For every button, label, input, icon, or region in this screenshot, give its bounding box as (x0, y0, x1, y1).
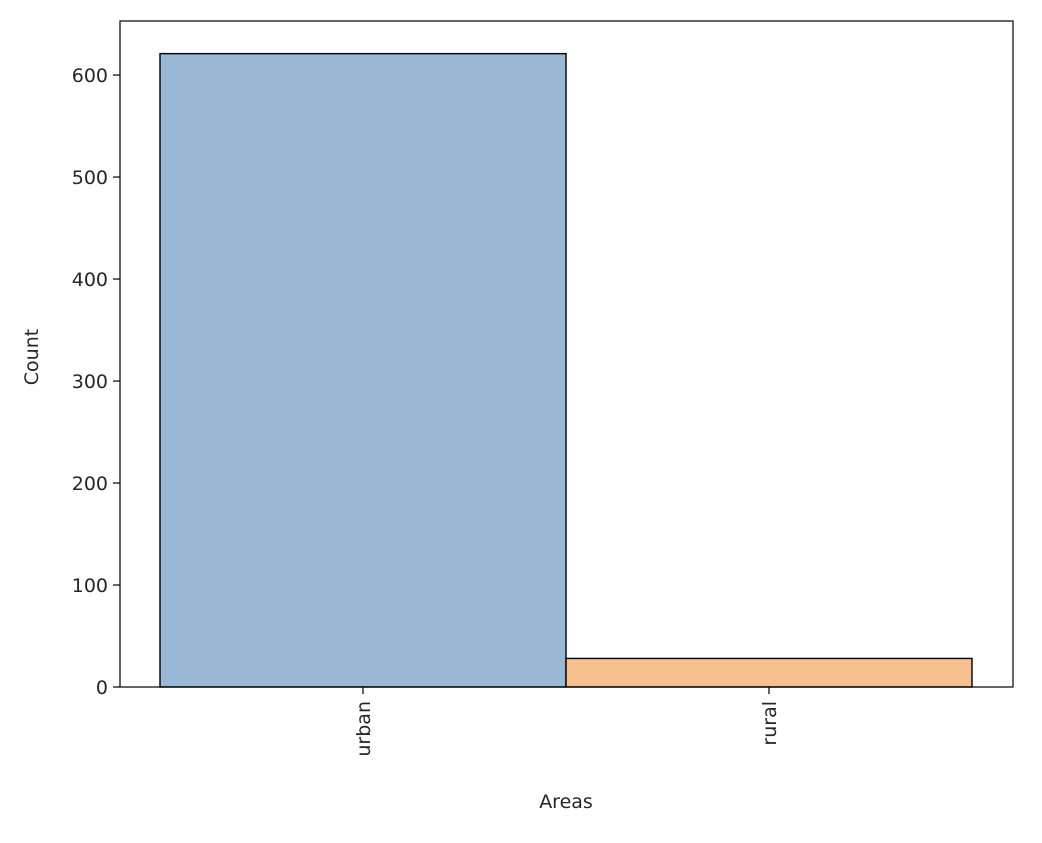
y-tick-label: 200 (72, 473, 108, 495)
x-axis-ticks: urban rural (353, 687, 781, 757)
y-tick-label: 600 (72, 65, 108, 87)
y-axis-label: Count (21, 329, 43, 385)
plot-frame (119, 20, 1014, 688)
x-tick-label: urban (353, 701, 375, 757)
y-axis-ticks: 0 100 200 300 400 500 600 (72, 65, 120, 699)
bars-layer (159, 52, 973, 688)
x-tick-label: rural (759, 701, 781, 746)
x-axis-label: Areas (539, 791, 593, 813)
y-tick-label: 400 (72, 269, 108, 291)
bar-urban (159, 52, 567, 688)
y-tick-label: 100 (72, 575, 108, 597)
bar-rural (565, 657, 973, 688)
y-tick-label: 300 (72, 371, 108, 393)
y-tick-label: 500 (72, 167, 108, 189)
y-tick-label: 0 (96, 677, 108, 699)
